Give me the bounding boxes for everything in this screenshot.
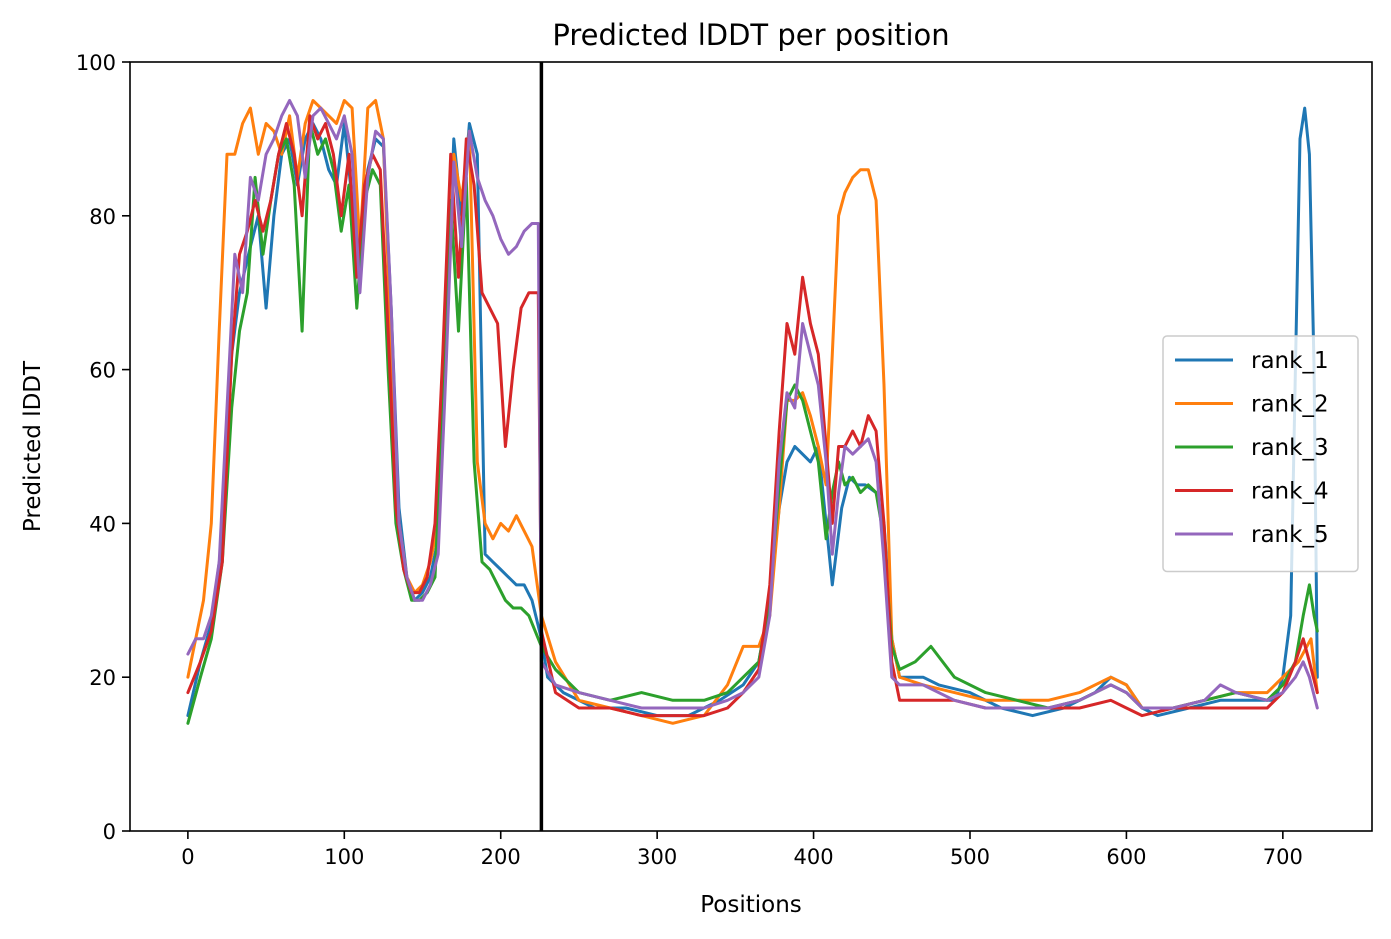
x-axis-label: Positions <box>700 892 802 918</box>
chart-title: Predicted lDDT per position <box>552 18 949 52</box>
x-tick-label: 100 <box>324 845 364 869</box>
x-tick-label: 400 <box>794 845 834 869</box>
legend-label: rank_4 <box>1251 479 1329 505</box>
axes-frame <box>129 61 1373 832</box>
legend-label: rank_3 <box>1251 435 1329 461</box>
y-tick-label: 80 <box>89 205 116 229</box>
x-tick-label: 0 <box>181 845 194 869</box>
y-tick-label: 20 <box>89 666 116 690</box>
plot-area <box>186 62 1319 831</box>
y-tick-label: 60 <box>89 359 116 383</box>
legend: rank_1 rank_2 rank_3 rank_4 rank_5 <box>1162 335 1359 573</box>
x-tick-label: 200 <box>481 845 521 869</box>
legend-label: rank_2 <box>1251 392 1329 418</box>
series-line-rank-2 <box>186 99 1319 725</box>
axis-ticks: 0 100 200 300 400 500 600 700 0 20 40 60 80 100 <box>76 51 1303 869</box>
legend-label: rank_5 <box>1251 522 1329 548</box>
x-tick-label: 600 <box>1106 845 1146 869</box>
legend-box <box>1162 335 1359 573</box>
x-tick-label: 300 <box>637 845 677 869</box>
x-tick-label: 700 <box>1263 845 1303 869</box>
y-tick-label: 0 <box>103 820 116 844</box>
y-axis-label: Predicted lDDT <box>20 360 46 532</box>
legend-label: rank_1 <box>1251 348 1329 374</box>
y-tick-label: 100 <box>76 51 116 75</box>
x-tick-label: 500 <box>950 845 990 869</box>
y-tick-label: 40 <box>89 512 116 536</box>
